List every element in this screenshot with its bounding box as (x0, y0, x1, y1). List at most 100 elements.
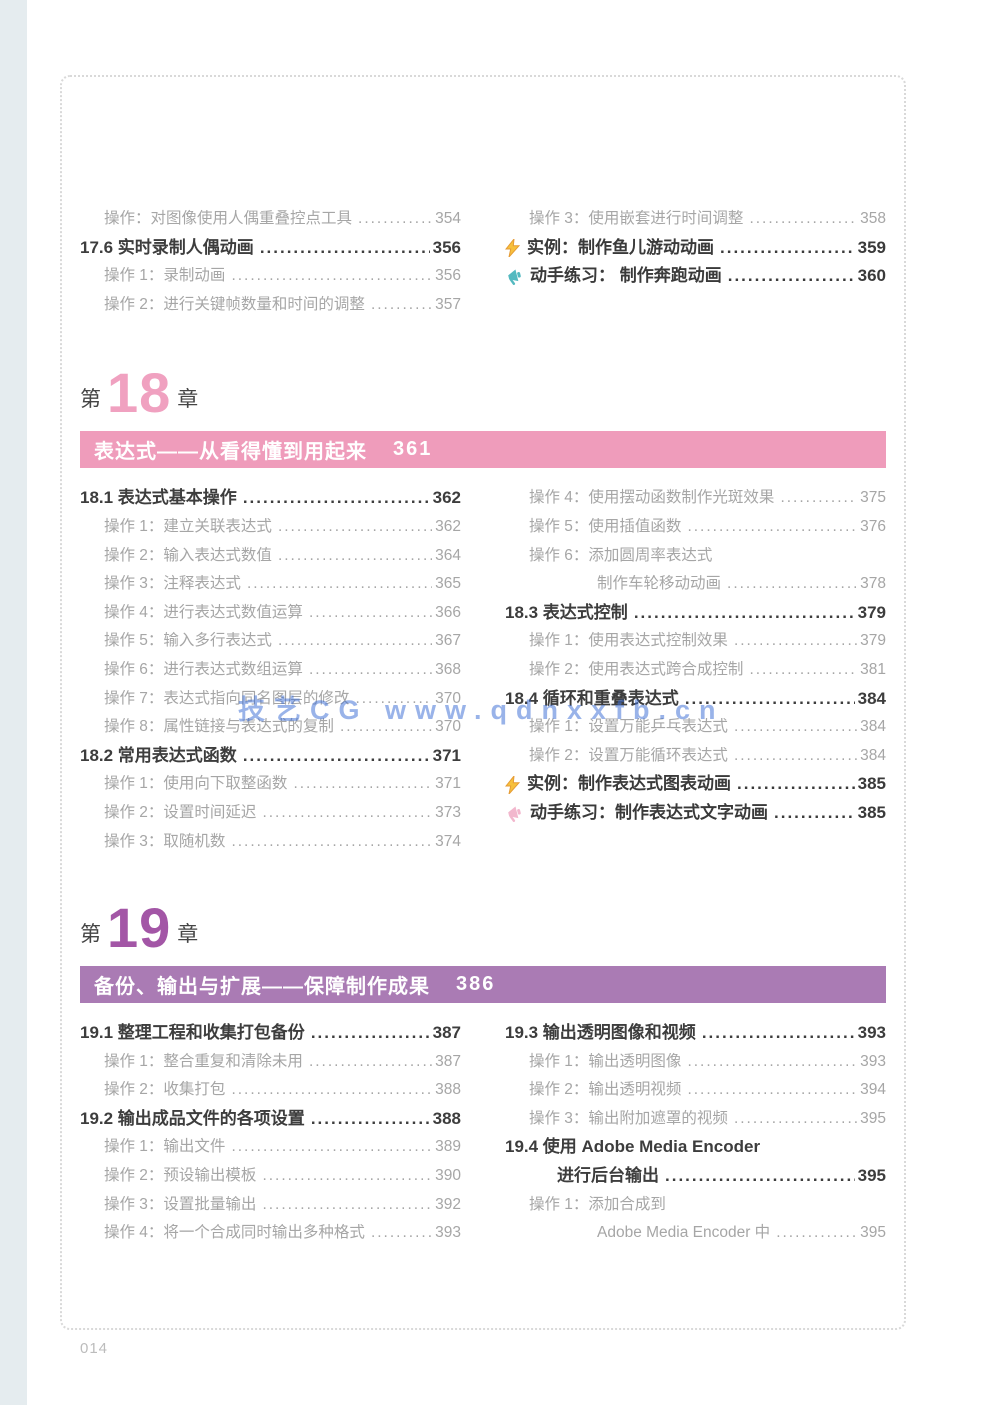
toc-entry: 操作 1：输出文件 389 (80, 1133, 461, 1162)
toc-entry: 18.4 循环和重叠表达式 384 (505, 685, 886, 714)
toc-entry-label: 操作 2：预设输出模板 (104, 1167, 257, 1185)
toc-entry-label: 操作 2：设置时间延迟 (104, 803, 257, 821)
dot-leader (371, 291, 432, 320)
toc-entry: 18.1 表达式基本操作 362 (80, 484, 461, 513)
toc-entry-label: 18.2 常用表达式函数 (80, 745, 237, 765)
toc-entry-page: 393 (860, 1052, 886, 1070)
toc-columns: 19.1 整理工程和收集打包备份 387 操作 1：整合重复和清除未用 387 操作 2… (80, 1003, 886, 1248)
toc-entry: 操作 1：输出透明图像 393 (505, 1048, 886, 1077)
chapter-suffix: 章 (177, 923, 199, 947)
toc-entry: 实例：制作表达式图表动画 385 (505, 770, 886, 799)
toc-entry-page: 379 (857, 602, 886, 622)
dot-leader (262, 1191, 432, 1220)
toc-entry-page: 384 (860, 746, 886, 764)
toc-entry: 操作 7：表达式指向同名图层的修改 370 (80, 685, 461, 714)
dot-leader (243, 742, 430, 771)
toc-entry: 操作 4：使用摆动函数制作光斑效果 375 (505, 484, 886, 513)
megaphone-icon (505, 805, 523, 822)
dot-leader (309, 1048, 432, 1077)
chapter-banner-title: 备份、输出与扩展——保障制作成果 (94, 976, 430, 999)
toc-entry-label: 操作 1：建立关联表达式 (104, 517, 272, 535)
chapter-banner-title: 表达式——从看得懂到用起来 (94, 441, 367, 464)
chapter-banner-page: 361 (393, 438, 433, 461)
toc-entry-label: 操作 2：收集打包 (104, 1081, 226, 1099)
chapter-heading: 第 18 章 (80, 361, 886, 421)
toc-entry-page: 364 (435, 546, 461, 564)
dot-leader (231, 1133, 432, 1162)
toc-entry-label: 操作 1：使用向下取整函数 (104, 775, 288, 793)
toc-entry-page: 373 (435, 803, 461, 821)
toc-entry-page: 395 (860, 1224, 886, 1242)
toc-entry: 操作：对图像使用人偶重叠控点工具 354 (80, 205, 461, 234)
toc-entry-label: 实例：制作表达式图表动画 (527, 774, 731, 794)
dot-leader (278, 542, 432, 571)
dot-leader (774, 799, 855, 828)
toc-entry: 操作 2：输入表达式数值 364 (80, 542, 461, 571)
toc-entry: 动手练习： 制作奔跑动画 360 (505, 262, 886, 291)
toc-entry: 操作 2：预设输出模板 390 (80, 1162, 461, 1191)
dot-leader (243, 484, 430, 513)
toc-entry: 制作车轮移动动画 378 (505, 570, 886, 599)
toc-entry: 操作 1：建立关联表达式 362 (80, 513, 461, 542)
toc-entry: 操作 4：将一个合成同时输出多种格式 393 (80, 1219, 461, 1248)
toc-entry: 操作 6：进行表达式数组运算 368 (80, 656, 461, 685)
dot-leader (231, 262, 432, 291)
toc-column-left: 18.1 表达式基本操作 362 操作 1：建立关联表达式 362 操作 2：输入表达式… (80, 484, 461, 856)
toc-entry: 操作 1：录制动画 356 (80, 262, 461, 291)
toc-section-ch17-tail: 操作：对图像使用人偶重叠控点工具35417.6 实时录制人偶动画356操作 1：… (80, 189, 886, 319)
toc-entry-label: 18.1 表达式基本操作 (80, 488, 237, 508)
toc-entry-label: 操作 4：将一个合成同时输出多种格式 (104, 1224, 365, 1242)
toc-entry: 17.6 实时录制人偶动画 356 (80, 234, 461, 263)
toc-columns: 操作：对图像使用人偶重叠控点工具35417.6 实时录制人偶动画356操作 1：… (80, 189, 886, 319)
dot-leader (311, 1105, 430, 1134)
dot-leader (780, 484, 857, 513)
toc-frame: 操作：对图像使用人偶重叠控点工具35417.6 实时录制人偶动画356操作 1：… (60, 75, 906, 1330)
dot-leader (309, 656, 432, 685)
toc-entry: 操作 8：属性链接与表达式的复制 370 (80, 713, 461, 742)
toc-entry-page: 360 (857, 266, 886, 286)
chapter-banner: 表达式——从看得懂到用起来 361 (80, 431, 886, 469)
toc-entry: 操作 1：使用表达式控制效果 379 (505, 627, 886, 656)
toc-entry-label: 操作 1：使用表达式控制效果 (529, 632, 728, 650)
dot-leader (247, 570, 432, 599)
toc-entry-page: 384 (860, 718, 886, 736)
toc-entry: 19.2 输出成品文件的各项设置 388 (80, 1105, 461, 1134)
toc-entry-label: 操作 3：设置批量输出 (104, 1195, 257, 1213)
dot-leader (776, 1219, 857, 1248)
toc-entry: 操作 4：进行表达式数值运算 366 (80, 599, 461, 628)
dot-leader (749, 656, 857, 685)
chapter-banner-page: 386 (456, 973, 496, 996)
dot-leader (293, 770, 432, 799)
toc-entry-page: 389 (435, 1138, 461, 1156)
toc-entry-page: 393 (435, 1224, 461, 1242)
toc-entry-label: 操作：对图像使用人偶重叠控点工具 (104, 210, 353, 227)
toc-entry-label: 19.4 使用 Adobe Media Encoder (505, 1137, 761, 1157)
toc-entry-page: 358 (860, 210, 886, 227)
toc-entry: 操作 3：设置批量输出 392 (80, 1191, 461, 1220)
toc-entry-page: 387 (435, 1052, 461, 1070)
chapter-banner: 备份、输出与扩展——保障制作成果 386 (80, 966, 886, 1004)
dot-leader (734, 713, 857, 742)
toc-entry-label: 操作 2：输出透明视频 (529, 1081, 682, 1099)
toc-entry-page: 370 (435, 718, 461, 736)
toc-entry-label: 操作 1：添加合成到 (529, 1195, 666, 1213)
toc-entry-page: 385 (857, 802, 886, 822)
toc-entry-page: 388 (435, 1081, 461, 1099)
dot-leader (262, 1162, 432, 1191)
toc-entry-page: 362 (432, 488, 461, 508)
toc-entry-page: 395 (860, 1109, 886, 1127)
toc-entry-label: 操作 7：表达式指向同名图层的修改 (104, 689, 350, 707)
toc-entry-page: 376 (860, 517, 886, 535)
toc-entry-label: 操作 6：添加圆周率表达式 (529, 546, 713, 564)
dot-leader (720, 234, 855, 263)
dot-leader (734, 627, 857, 656)
lightning-icon (505, 238, 520, 257)
toc-entry: Adobe Media Encoder 中 395 (505, 1219, 886, 1248)
dot-leader (687, 513, 857, 542)
toc-entry-label: 制作车轮移动动画 (597, 575, 722, 593)
toc-entry: 操作 2：输出透明视频 394 (505, 1076, 886, 1105)
lightning-icon (505, 775, 520, 794)
dot-leader (734, 1105, 857, 1134)
